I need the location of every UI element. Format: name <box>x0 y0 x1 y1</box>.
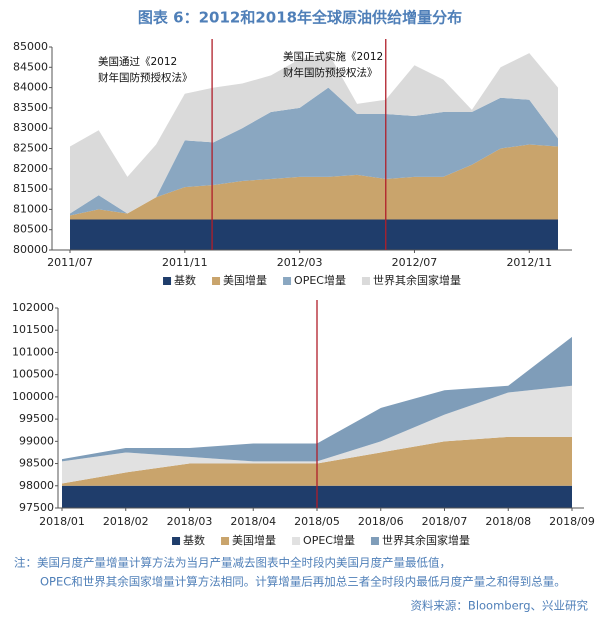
legend-swatch <box>283 277 292 285</box>
source: 资料来源：Bloomberg、兴业研究 <box>410 599 588 613</box>
legend: 基数 美国增量 OPEC增量 世界其余国家增量 <box>172 533 470 547</box>
legend-label: OPEC增量 <box>294 273 346 287</box>
y-tick-label: 81500 <box>13 182 48 195</box>
area <box>62 385 572 484</box>
x-tick-label: 2018/08 <box>485 515 531 528</box>
x-tick-label: 2011/07 <box>47 256 93 269</box>
x-tick-label: 2012/07 <box>392 256 438 269</box>
x-tick-label: 2018/02 <box>103 515 149 528</box>
legend-label: OPEC增量 <box>303 533 355 547</box>
legend-swatch <box>292 537 301 545</box>
x-tick-label: 2018/07 <box>422 515 468 528</box>
area <box>62 336 572 462</box>
legend-swatch <box>212 277 221 285</box>
y-tick-label: 84000 <box>13 81 48 94</box>
y-tick-label: 80000 <box>13 243 48 256</box>
y-tick-label: 99500 <box>19 412 54 425</box>
y-tick-label: 83500 <box>13 101 48 114</box>
legend-swatch <box>172 537 181 545</box>
y-tick-label: 99000 <box>19 434 54 447</box>
y-tick-label: 100000 <box>12 390 54 403</box>
y-tick-label: 97500 <box>19 501 54 514</box>
legend-swatch <box>361 277 370 285</box>
legend-swatch <box>370 537 379 545</box>
x-tick-label: 2018/09 <box>549 515 595 528</box>
y-tick-label: 81000 <box>13 202 48 215</box>
area <box>70 87 558 216</box>
annotation: 美国通过《2012 <box>98 55 177 68</box>
legend-swatch <box>221 537 230 545</box>
x-tick-label: 2018/03 <box>167 515 213 528</box>
area <box>70 53 558 214</box>
legend-label: 美国增量 <box>232 533 276 547</box>
legend-swatch <box>163 277 172 285</box>
y-tick-label: 98000 <box>19 479 54 492</box>
area <box>70 144 558 220</box>
page-title: 图表 6：2012和2018年全球原油供给增量分布 <box>138 9 462 27</box>
note: OPEC和世界其余国家增量计算方法相同。计算增量后再加总三者全时段内最低月度产量… <box>40 575 566 589</box>
y-tick-label: 98500 <box>19 457 54 470</box>
legend-label: 美国增量 <box>223 273 267 287</box>
legend-label: 世界其余国家增量 <box>382 533 470 547</box>
y-tick-label: 83000 <box>13 121 48 134</box>
legend-label: 世界其余国家增量 <box>373 273 461 287</box>
legend: 基数 美国增量 OPEC增量 世界其余国家增量 <box>163 273 461 287</box>
annotation: 财年国防预授权法》 <box>283 66 378 79</box>
y-tick-label: 82000 <box>13 162 48 175</box>
x-tick-label: 2011/11 <box>162 256 208 269</box>
legend-label: 基数 <box>183 534 205 547</box>
x-tick-label: 2012/03 <box>277 256 323 269</box>
y-tick-label: 82500 <box>13 142 48 155</box>
area <box>70 219 558 250</box>
y-tick-label: 84500 <box>13 60 48 73</box>
area <box>62 436 572 486</box>
y-tick-label: 85000 <box>13 40 48 53</box>
x-tick-label: 2018/04 <box>230 515 276 528</box>
x-tick-label: 2018/05 <box>294 515 340 528</box>
annotation: 财年国防预授权法》 <box>98 71 193 84</box>
x-tick-label: 2018/01 <box>39 515 85 528</box>
annotation: 美国正式实施《2012 <box>283 50 383 63</box>
legend-label: 基数 <box>174 274 196 287</box>
y-tick-label: 100500 <box>12 368 54 381</box>
y-tick-label: 101500 <box>12 323 54 336</box>
x-tick-label: 2018/06 <box>358 515 404 528</box>
note: 注：美国月度产量增量计算方法为当月产量减去图表中全时段内美国月度产量最低值， <box>14 556 451 570</box>
y-tick-label: 101000 <box>12 345 54 358</box>
x-tick-label: 2012/11 <box>506 256 552 269</box>
y-tick-label: 102000 <box>12 301 54 314</box>
y-tick-label: 80500 <box>13 223 48 236</box>
